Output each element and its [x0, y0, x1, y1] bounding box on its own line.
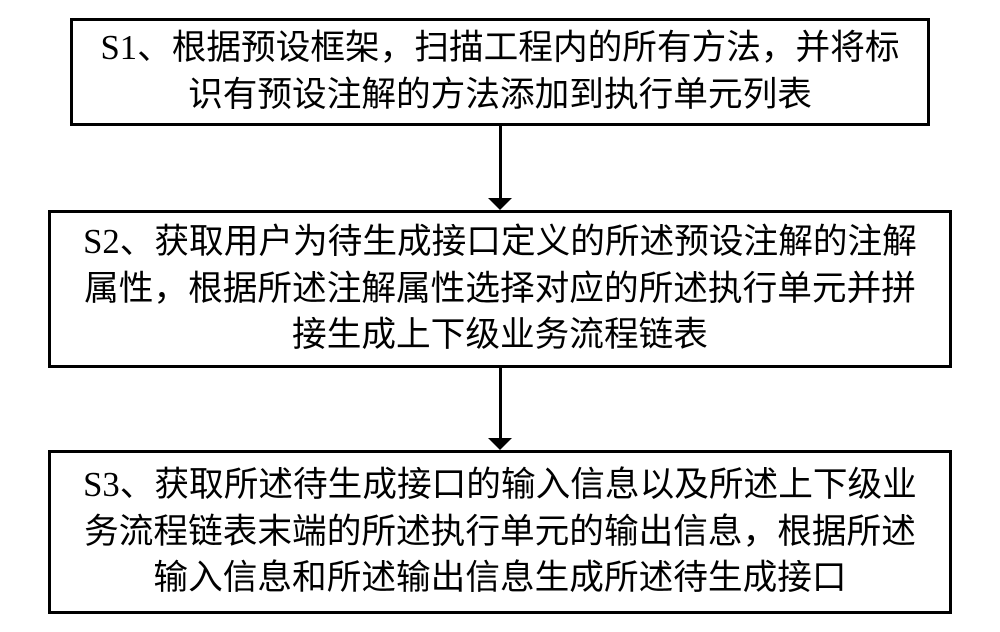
- flow-node-s2: S2、获取用户为待生成接口定义的所述预设注解的注解属性，根据所述注解属性选择对应…: [48, 210, 952, 368]
- flow-node-s1: S1、根据预设框架，扫描工程内的所有方法，并将标识有预设注解的方法添加到执行单元…: [70, 18, 930, 126]
- flow-arrow-2-head: [488, 438, 512, 450]
- flow-node-s3: S3、获取所述待生成接口的输入信息以及所述上下级业务流程链表末端的所述执行单元的…: [48, 450, 952, 614]
- flow-arrow-2-line: [499, 368, 502, 438]
- flow-arrow-1-head: [488, 198, 512, 210]
- flow-node-s3-label: S3、获取所述待生成接口的输入信息以及所述上下级业务流程链表末端的所述执行单元的…: [71, 462, 929, 602]
- flow-node-s2-label: S2、获取用户为待生成接口定义的所述预设注解的注解属性，根据所述注解属性选择对应…: [71, 219, 929, 359]
- flowchart-canvas: S1、根据预设框架，扫描工程内的所有方法，并将标识有预设注解的方法添加到执行单元…: [0, 0, 1000, 632]
- flow-arrow-1-line: [499, 126, 502, 198]
- flow-node-s1-label: S1、根据预设框架，扫描工程内的所有方法，并将标识有预设注解的方法添加到执行单元…: [93, 25, 907, 119]
